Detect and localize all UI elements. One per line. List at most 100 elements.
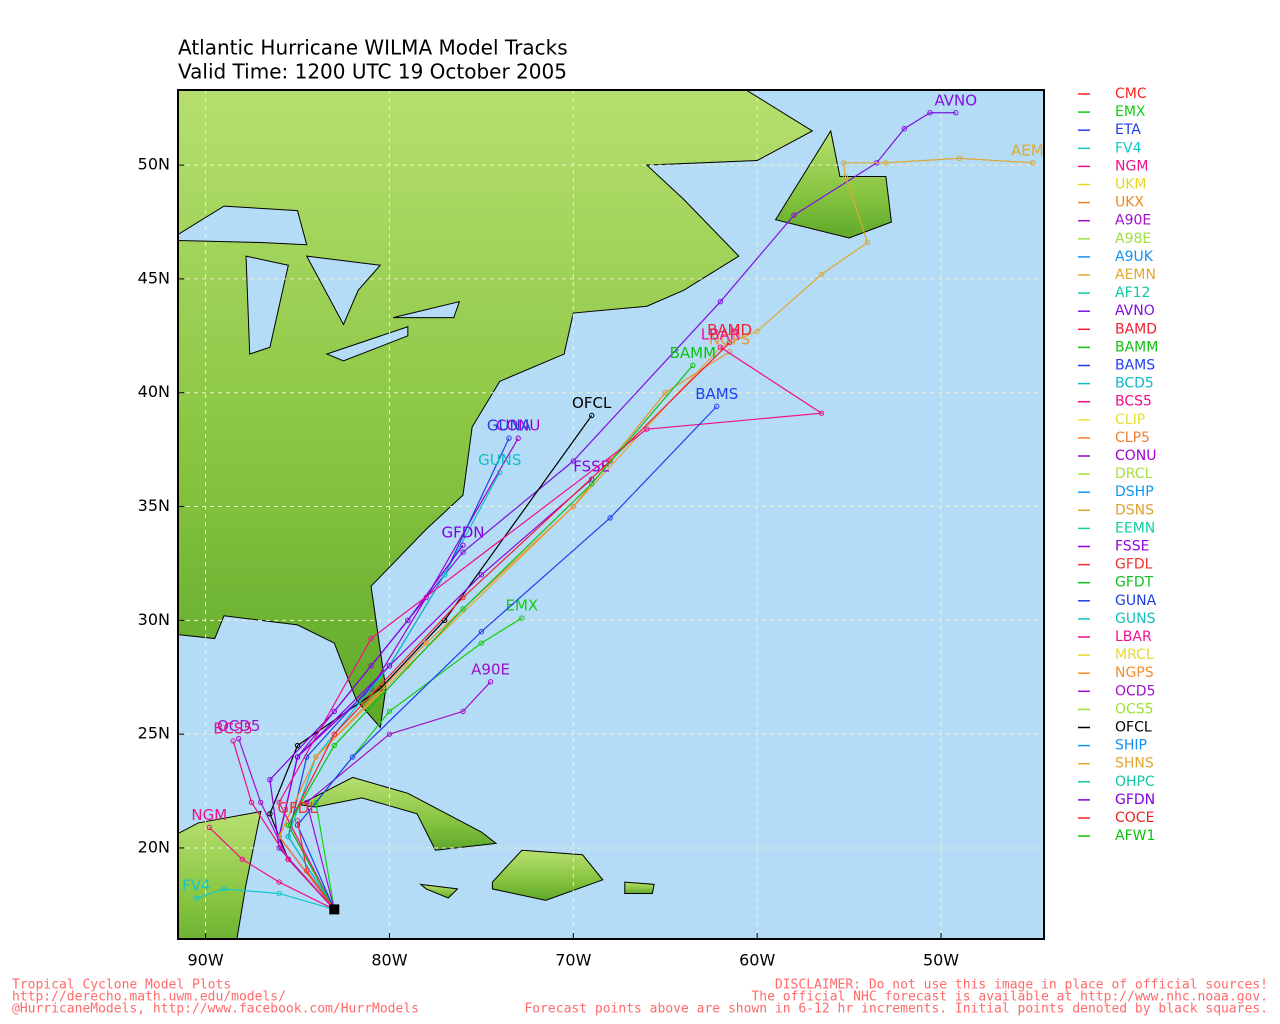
track-point — [304, 868, 310, 874]
legend-label: COCE — [1115, 810, 1154, 826]
track-label: OCD5 — [217, 717, 260, 735]
track-point — [1030, 160, 1036, 166]
track-point — [313, 799, 319, 806]
track-point — [901, 125, 907, 132]
track-label: BCS5 — [213, 719, 253, 737]
track-point — [221, 886, 227, 892]
legend-label: CONU — [1115, 448, 1157, 464]
track-point — [331, 742, 337, 749]
footer-text: The official NHC forecast is available a… — [751, 990, 1268, 1005]
track-point — [267, 811, 273, 817]
footer-text: @HurricaneModels, http://www.facebook.co… — [12, 1002, 419, 1017]
track-point — [842, 173, 849, 180]
legend-label: GUNA — [1115, 593, 1157, 609]
track-label: BAMD — [707, 321, 752, 339]
track-point — [818, 271, 825, 278]
legend-label: SHIP — [1115, 738, 1147, 754]
footer: Tropical Cyclone Model Plotshttp://derec… — [12, 978, 1268, 1017]
track-point — [276, 879, 282, 885]
legend-label: AEMN — [1115, 267, 1156, 283]
initial-point — [329, 904, 340, 915]
track-point — [570, 458, 577, 464]
track-point — [405, 617, 411, 624]
track-point — [717, 344, 724, 350]
landmass — [178, 90, 814, 729]
model-track — [278, 346, 824, 910]
track-point — [294, 754, 301, 760]
legend-label: BAMD — [1115, 321, 1157, 337]
lake — [325, 326, 409, 362]
track-label: AVNO — [934, 91, 977, 109]
track-point — [515, 435, 521, 441]
model-track — [296, 405, 718, 910]
lat-tick-label: 50N — [138, 155, 170, 174]
legend: CMC EMX ETA FV4 NGM UKM UKX A90E A98E A9UK AEMN AF1… — [1078, 86, 1158, 844]
title-line: Valid Time: 1200 UTC 19 October 2005 — [178, 60, 567, 84]
track-point — [460, 708, 466, 715]
landmass — [624, 881, 655, 894]
track-point — [497, 469, 503, 476]
map-frame — [177, 89, 1045, 940]
track-point — [441, 572, 448, 578]
track-point — [478, 629, 485, 635]
legend-label: FSSE — [1115, 539, 1149, 555]
track-point — [193, 895, 200, 901]
track-label: EMX — [505, 597, 538, 615]
legend-label: CMC — [1115, 86, 1147, 102]
track-point — [276, 890, 282, 897]
track-point — [285, 856, 292, 863]
track-label: LBAR — [701, 326, 740, 344]
lat-tick-label: 35N — [138, 496, 170, 515]
track-point — [460, 542, 466, 548]
footer-text: Tropical Cyclone Model Plots — [12, 978, 231, 993]
model-track — [232, 740, 335, 910]
track-point — [883, 160, 889, 166]
track-point — [460, 606, 466, 612]
legend-label: ETA — [1115, 122, 1141, 138]
track-point — [331, 731, 337, 737]
model-track — [296, 820, 335, 910]
track-point — [956, 155, 963, 161]
track-point — [258, 799, 264, 806]
legend-label: OHPC — [1115, 774, 1155, 790]
lat-tick-label: 20N — [138, 837, 170, 856]
legend-label: EEMN — [1115, 520, 1155, 536]
track-label: GUNA — [487, 417, 532, 435]
legend-label: A90E — [1115, 213, 1151, 229]
lon-tick-label: 90W — [187, 951, 223, 970]
legend-label: GUNS — [1115, 611, 1156, 627]
legend-label: NGPS — [1115, 665, 1154, 681]
legend-label: BAMS — [1115, 358, 1155, 374]
track-point — [294, 742, 301, 749]
legend-label: UKX — [1115, 195, 1144, 211]
legend-label: BAMM — [1115, 339, 1158, 355]
lon-tick-label: 70W — [555, 951, 591, 970]
legend-label: GFDT — [1115, 575, 1154, 591]
model-track — [196, 888, 335, 910]
legend-label: DSNS — [1115, 502, 1154, 518]
legend-label: LBAR — [1115, 629, 1152, 645]
track-label: GFDL — [277, 799, 318, 817]
track-point — [588, 412, 595, 419]
legend-label: UKM — [1115, 177, 1147, 193]
track-point — [276, 799, 282, 806]
track-point — [294, 817, 301, 824]
track-label: OFCL — [572, 394, 612, 412]
legend-label: A9UK — [1115, 249, 1154, 265]
track-point — [441, 617, 448, 624]
lat-tick-label: 30N — [138, 610, 170, 629]
legend-label: BCD5 — [1115, 376, 1154, 392]
model-track — [278, 351, 730, 910]
lake — [393, 300, 461, 319]
legend-label: AF12 — [1115, 285, 1150, 301]
track-point — [570, 503, 577, 510]
lat-tick-label: 45N — [138, 268, 170, 287]
track-label: BAMM — [670, 344, 716, 362]
lon-tick-label: 50W — [923, 951, 959, 970]
footer-text: Forecast points above are shown in 6-12 … — [524, 1002, 1268, 1017]
track-point — [644, 426, 650, 432]
track-point — [714, 403, 720, 410]
track-label: CONU — [496, 417, 540, 435]
track-point — [248, 799, 255, 806]
lat-tick-label: 25N — [138, 724, 170, 743]
